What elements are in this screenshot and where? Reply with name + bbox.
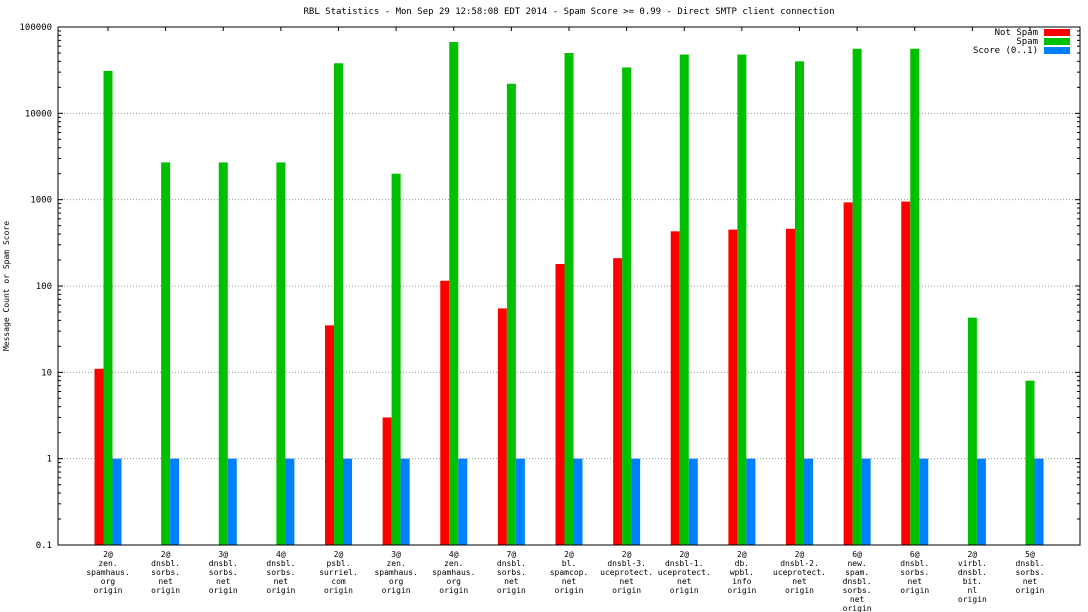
x-category-label: 2@ zen. spamhaus. org origin (86, 550, 129, 595)
bar-score-0-1- (343, 458, 352, 545)
legend-swatch (1044, 47, 1070, 54)
x-category-label: 2@ dnsbl-3. uceprotect. net origin (600, 550, 653, 595)
x-category-label: 2@ dnsbl-1. uceprotect. net origin (658, 550, 711, 595)
bar-score-0-1- (1034, 458, 1044, 545)
bar-not-spam (325, 325, 334, 545)
bar-spam (276, 162, 286, 545)
plot-area: 0.1 1 10 100 1000 10000 100000 2@ zen. spamhaus. o… (19, 23, 1081, 612)
bar-spam (967, 317, 977, 545)
y-tick-label: 1 (47, 455, 52, 465)
bar-score-0-1- (170, 458, 180, 545)
bar-spam (449, 42, 459, 546)
bar-not-spam (382, 417, 392, 545)
x-category-label: 4@ zen. spamhaus. org origin (432, 550, 475, 595)
bar-not-spam (786, 228, 795, 545)
x-category-label: 7@ dnsbl. sorbs. net origin (497, 550, 526, 595)
bar-not-spam (613, 258, 623, 545)
bar-spam (679, 54, 689, 546)
bar-spam (795, 61, 804, 545)
bar-spam (391, 173, 401, 546)
bar-score-0-1- (400, 458, 410, 545)
bar-spam (334, 63, 343, 545)
bar-score-0-1- (112, 458, 122, 545)
bar-spam (1025, 380, 1035, 545)
legend-label: Spam (1016, 37, 1038, 47)
x-category-label: 2@ bl. spamcop. net origin (550, 550, 589, 595)
y-tick-label: 10000 (25, 109, 52, 119)
bar-not-spam (670, 231, 680, 546)
y-tick-label: 100 (36, 282, 52, 292)
bar-not-spam (843, 202, 853, 545)
x-category-label: 6@ dnsbl. sorbs. net origin (900, 550, 929, 595)
bar-spam (218, 162, 228, 545)
bar-not-spam (440, 280, 450, 545)
bar-score-0-1- (227, 458, 237, 545)
y-tick-label: 100000 (19, 23, 52, 33)
bar-score-0-1- (919, 458, 929, 545)
bar-spam (161, 162, 171, 545)
bar-score-0-1- (804, 458, 813, 545)
legend-swatch (1044, 38, 1070, 45)
legend-swatch (1044, 29, 1070, 36)
x-category-label: 3@ dnsbl. sorbs. net origin (209, 550, 238, 595)
bar-score-0-1- (573, 458, 583, 545)
bar-spam (103, 70, 113, 545)
x-category-label: 4@ dnsbl. sorbs. net origin (266, 550, 295, 595)
bar-not-spam (94, 368, 104, 545)
bar-not-spam (555, 263, 565, 545)
bar-score-0-1- (688, 458, 698, 545)
legend-label: Not Spam (995, 28, 1038, 38)
x-category-label: 2@ dnsbl. sorbs. net origin (151, 550, 180, 595)
x-category-label: 2@ db. wpbl. info origin (727, 550, 756, 595)
bar-not-spam (728, 229, 738, 545)
bar-score-0-1- (458, 458, 468, 545)
bar-spam (622, 67, 632, 546)
bar-not-spam (497, 308, 507, 545)
bar-score-0-1- (861, 458, 871, 545)
y-axis-label: Message Count or Spam Score (2, 221, 11, 351)
chart-title: RBL Statistics - Mon Sep 29 12:58:08 EDT… (303, 7, 834, 17)
x-category-label: 2@ virbl. dnsbl. bit. nl origin (958, 550, 987, 604)
x-category-label: 2@ dnsbl-2. uceprotect. net origin (773, 550, 826, 595)
bar-spam (564, 52, 574, 545)
x-category-label: 3@ zen. spamhaus. org origin (374, 550, 417, 595)
legend-label: Score (0..1) (973, 46, 1038, 56)
x-category-label: 5@ dnsbl. sorbs. net origin (1016, 550, 1045, 595)
bar-spam (852, 48, 862, 545)
x-category-label: 2@ psbl. surriel. com origin (319, 550, 358, 595)
x-category-label: 6@ new. spam. dnsbl. sorbs. net origin (843, 550, 872, 612)
bar-score-0-1- (631, 458, 641, 545)
bar-score-0-1- (285, 458, 295, 545)
bar-not-spam (901, 201, 911, 546)
y-tick-label: 0.1 (36, 541, 52, 551)
y-tick-label: 1000 (30, 196, 52, 206)
bar-score-0-1- (976, 458, 986, 545)
bar-score-0-1- (746, 458, 756, 545)
y-tick-label: 10 (41, 368, 52, 378)
bar-spam (737, 54, 747, 546)
bar-spam (506, 83, 516, 545)
bar-score-0-1- (515, 458, 525, 545)
bar-spam (910, 48, 920, 545)
plot-border (57, 26, 1081, 546)
